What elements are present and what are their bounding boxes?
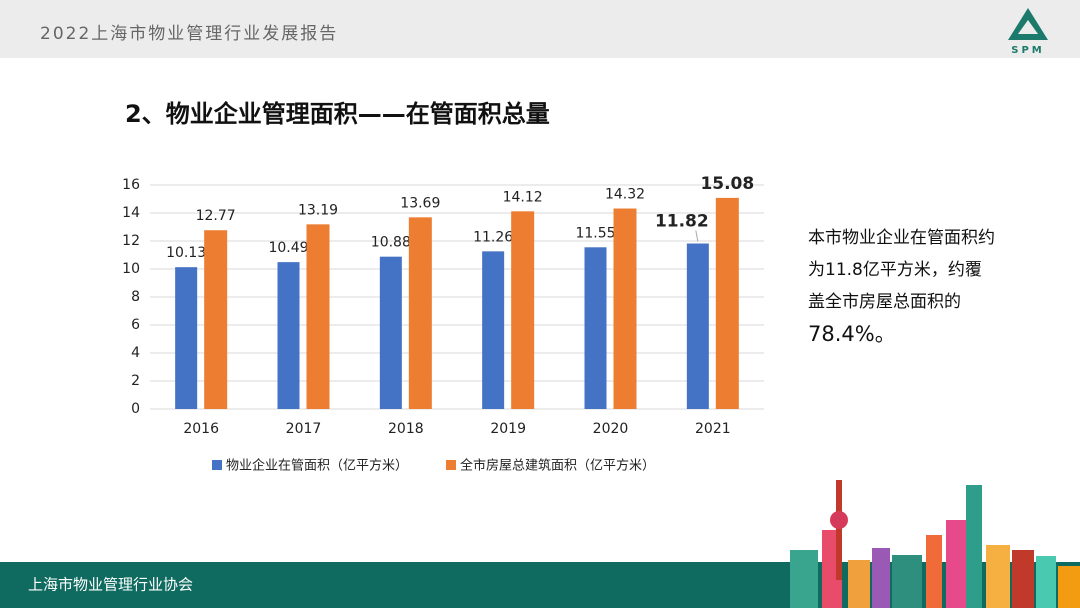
y-tick-label: 6 — [131, 317, 140, 333]
value-label: 10.49 — [268, 240, 308, 256]
bar — [482, 251, 505, 409]
x-tick-label: 2018 — [388, 421, 424, 437]
legend-label: 全市房屋总建筑面积（亿平方米） — [460, 458, 655, 474]
legend-label: 物业企业在管面积（亿平方米） — [226, 458, 408, 474]
leader-line — [695, 230, 699, 242]
bar — [379, 256, 402, 409]
value-label: 15.08 — [700, 174, 754, 194]
value-label: 13.69 — [400, 195, 440, 211]
bar — [686, 243, 709, 409]
legend-swatch — [446, 460, 456, 470]
value-label: 12.77 — [196, 208, 236, 224]
y-tick-label: 12 — [122, 233, 140, 249]
x-tick-label: 2016 — [183, 421, 219, 437]
legend-swatch — [212, 460, 222, 470]
bar — [584, 247, 607, 409]
header-title: 2022上海市物业管理行业发展报告 — [40, 24, 338, 44]
logo-text: SPM — [1011, 45, 1044, 56]
value-label: 10.13 — [166, 245, 206, 261]
bar — [613, 208, 637, 409]
logo-icon — [1008, 8, 1048, 40]
note-highlight: 78.4%。 — [808, 322, 896, 346]
y-tick-label: 16 — [122, 177, 140, 193]
bar — [715, 197, 739, 409]
bar — [204, 230, 228, 409]
bar — [511, 211, 535, 409]
heading: 2、物业企业管理面积——在管面积总量 — [125, 100, 550, 128]
footer-text: 上海市物业管理行业协会 — [28, 576, 193, 594]
value-label: 11.26 — [473, 229, 513, 245]
bar — [408, 217, 432, 409]
skyline — [790, 480, 1080, 608]
value-label: 14.12 — [503, 189, 543, 205]
bar — [306, 224, 330, 409]
y-tick-label: 14 — [122, 205, 140, 221]
value-label: 11.55 — [575, 225, 615, 241]
y-tick-label: 8 — [131, 289, 140, 305]
y-tick-label: 4 — [131, 345, 140, 361]
x-tick-label: 2017 — [286, 421, 322, 437]
value-label: 13.19 — [298, 202, 338, 218]
bar — [175, 267, 198, 409]
note: 本市物业企业在管面积约为11.8亿平方米，约覆盖全市房屋总面积的 78.4%。 — [808, 222, 998, 352]
bar — [277, 262, 300, 409]
y-tick-label: 2 — [131, 373, 140, 389]
header-bar — [0, 0, 1080, 58]
y-tick-label: 0 — [131, 401, 140, 417]
x-tick-label: 2019 — [490, 421, 526, 437]
y-tick-label: 10 — [122, 261, 140, 277]
note-text: 本市物业企业在管面积约为11.8亿平方米，约覆盖全市房屋总面积的 — [808, 228, 995, 312]
value-label: 10.88 — [371, 235, 411, 251]
value-label: 14.32 — [605, 187, 645, 203]
x-tick-label: 2020 — [593, 421, 629, 437]
x-tick-label: 2021 — [695, 421, 731, 437]
value-label: 11.82 — [655, 212, 709, 232]
